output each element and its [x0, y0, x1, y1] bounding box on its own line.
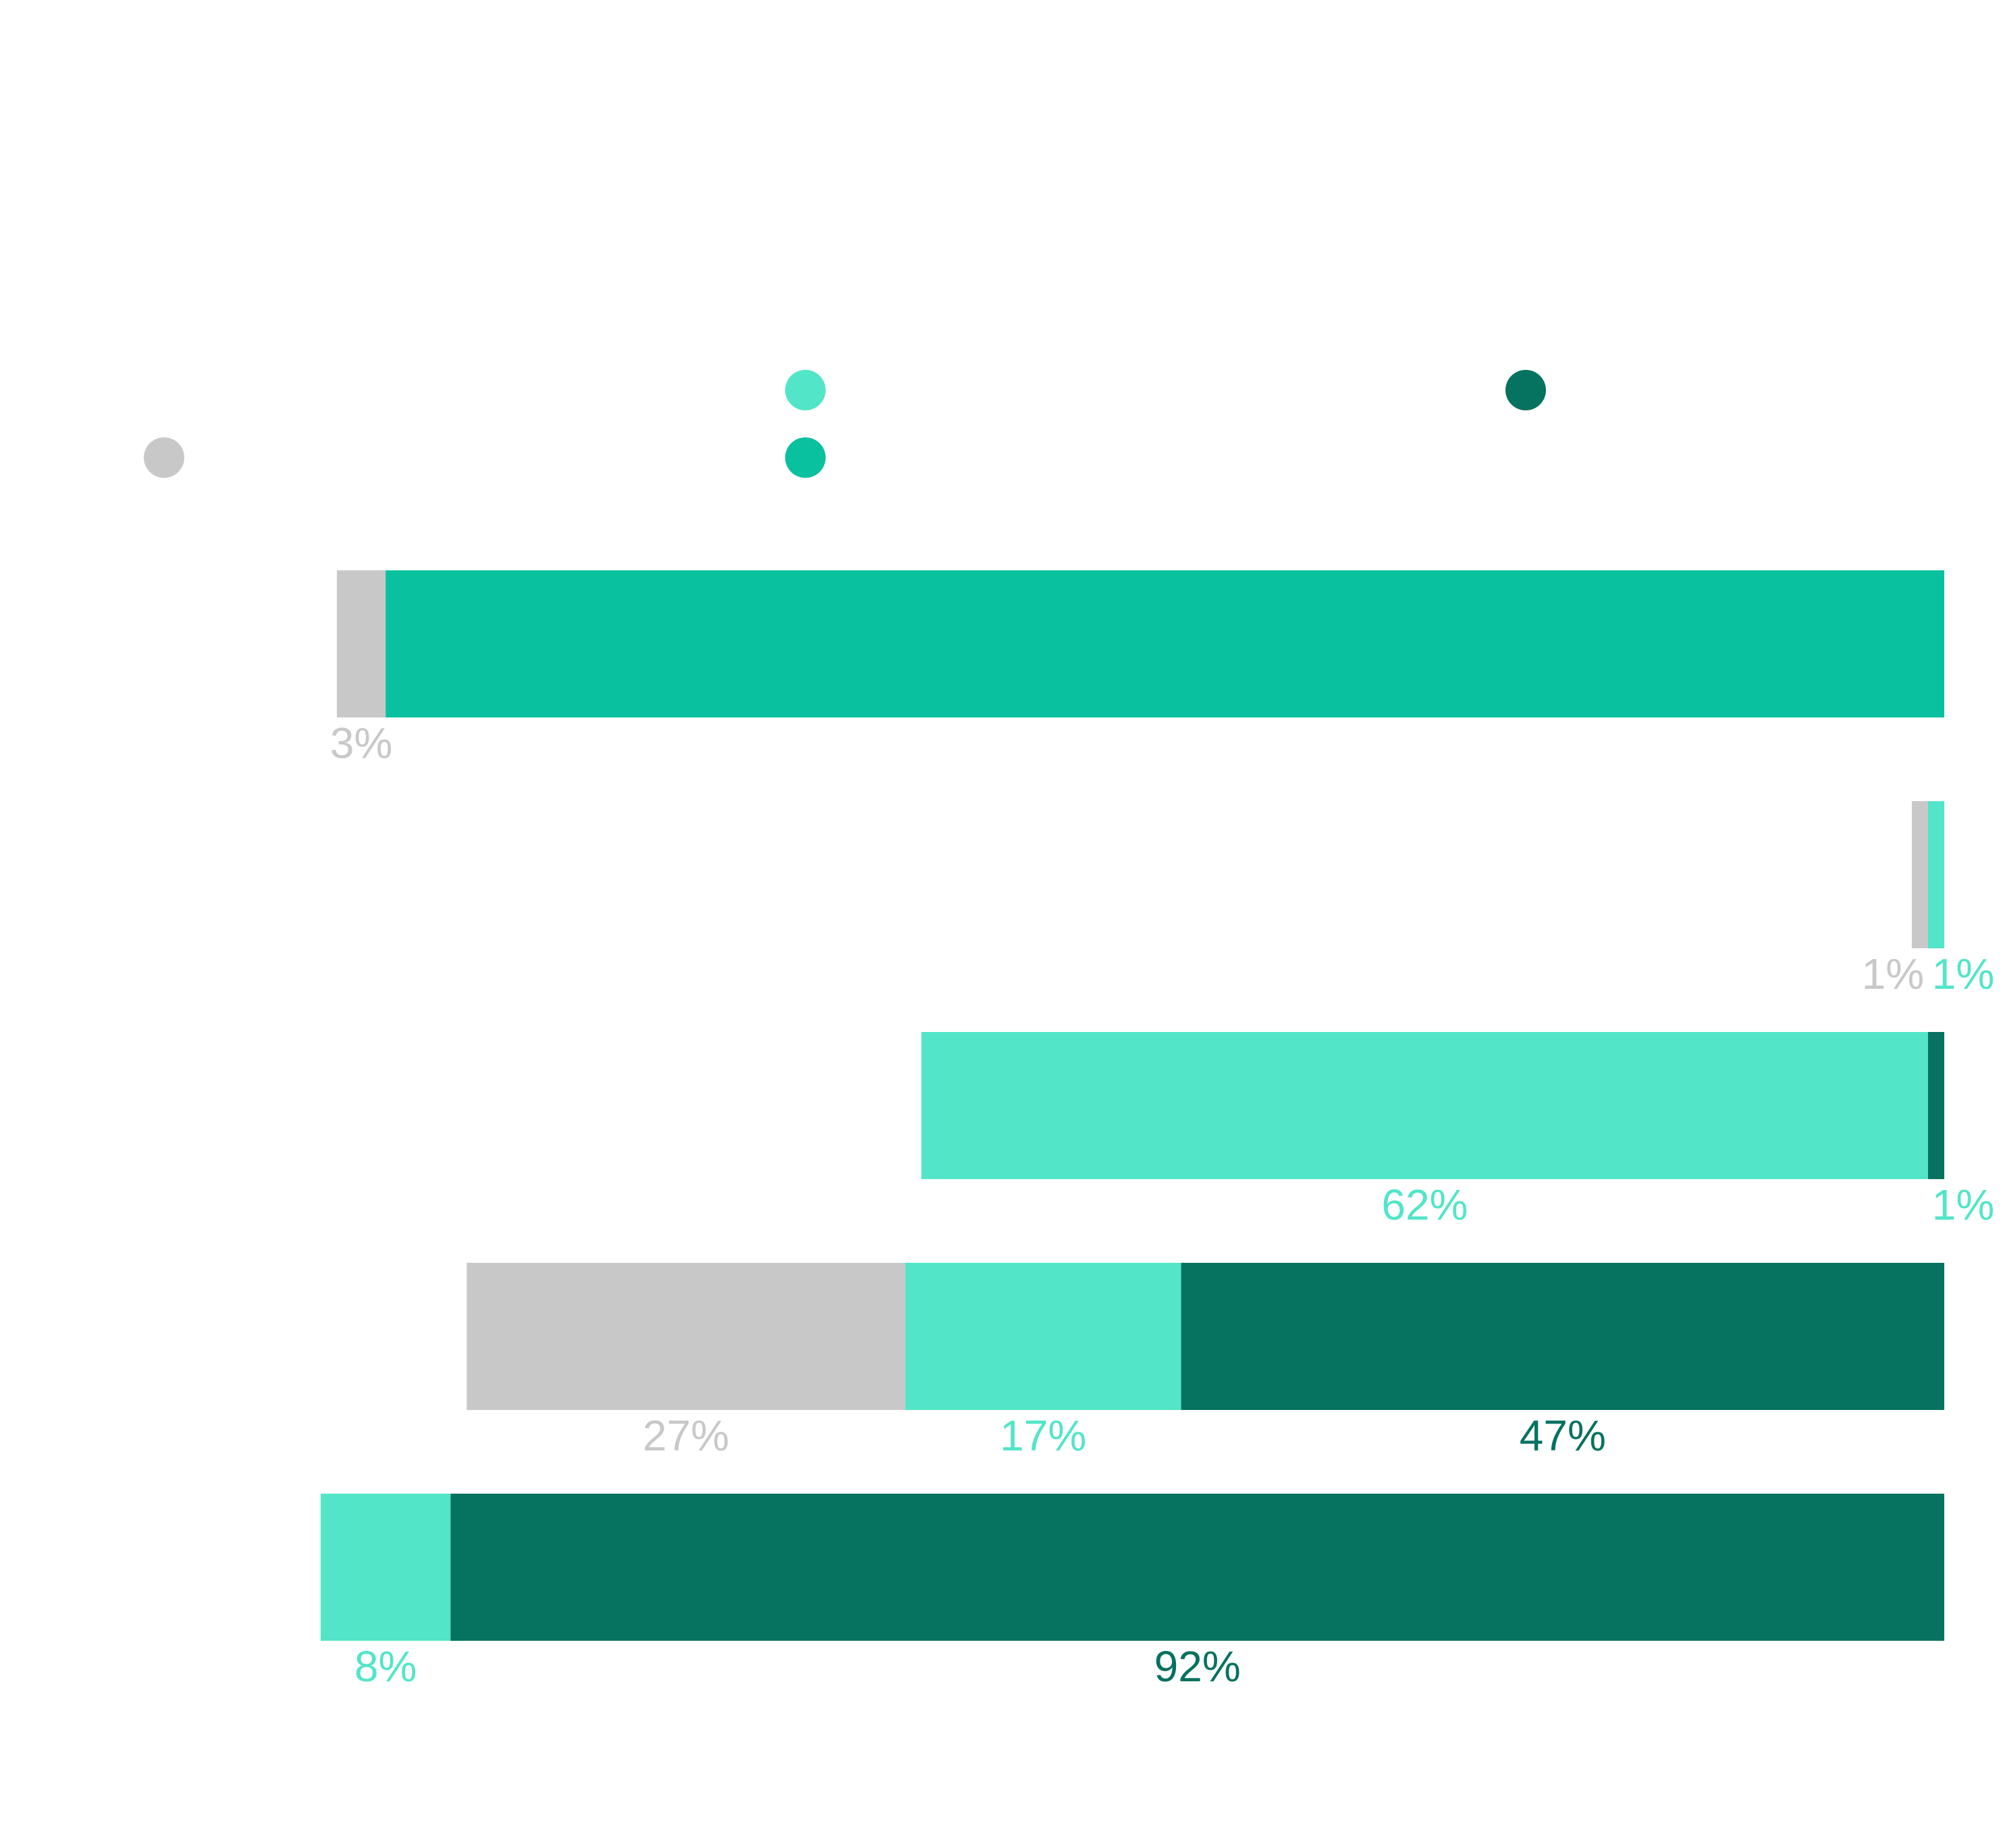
bar-segment-row1-seg1 — [1928, 801, 1945, 948]
bar-segment-row3-seg2 — [1181, 1263, 1944, 1410]
legend-marker-2 — [785, 437, 826, 478]
bar-segment-row1-seg0 — [1911, 801, 1928, 948]
data-label-row2-seg0: 62% — [1381, 1180, 1468, 1229]
data-label-row1-seg1: 1% — [1932, 950, 1995, 998]
legend-marker-3 — [1505, 370, 1546, 410]
bar-segment-row4-seg1 — [450, 1494, 1945, 1641]
bar-segment-row0-seg1 — [385, 570, 1945, 717]
bar-segment-row3-seg1 — [905, 1263, 1181, 1410]
bar-segment-row4-seg0 — [321, 1494, 451, 1641]
bar-segment-row3-seg0 — [466, 1263, 905, 1410]
bar-segment-row0-seg0 — [337, 570, 386, 717]
chart-plot-area — [321, 570, 1945, 1641]
chart-data-labels: 3%1% 1%62% 1%27% 17% 47%8% 92% — [330, 719, 1994, 1691]
data-label-row1-seg0: 1% — [1862, 950, 1925, 998]
data-label-row4-seg0: 8% — [354, 1642, 417, 1691]
data-label-row3-seg0: 27% — [643, 1411, 729, 1460]
legend-marker-1 — [785, 370, 826, 410]
data-label-row3-seg1: 17% — [1000, 1411, 1086, 1460]
data-label-row2-seg1: 1% — [1932, 1180, 1995, 1229]
data-label-row0-seg0: 3% — [330, 719, 393, 767]
data-label-row3-seg2: 47% — [1520, 1411, 1606, 1460]
data-label-row4-seg1: 92% — [1154, 1642, 1241, 1691]
bar-segment-row2-seg1 — [1927, 1032, 1944, 1179]
bar-segment-row2-seg0 — [921, 1032, 1928, 1179]
chart-legend — [144, 370, 1546, 478]
legend-marker-0 — [144, 437, 184, 478]
